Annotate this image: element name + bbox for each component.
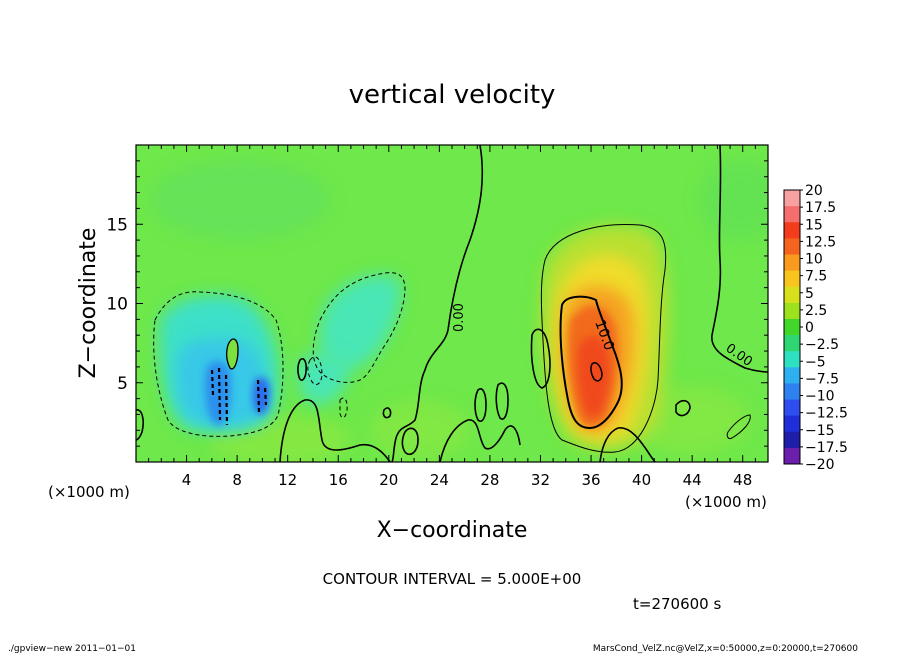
minus10-contours [210,367,268,426]
contour-label-0-left: 0.00 [452,303,467,332]
x-tick-label: 32 [531,471,550,489]
colorbar-swatch [784,254,800,271]
colorbar-label: −10 [805,389,835,405]
contour-15 [590,362,603,382]
axis-ticks [136,145,768,462]
y-tick-label: 10 [106,295,128,315]
colorbar-swatch [784,415,800,433]
x-tick-label: 48 [733,471,752,489]
colorbar-label: 5 [805,286,814,302]
colorbar-swatch [784,431,800,449]
y-tick-labels: 5 10 15 [106,215,128,394]
colorbar-swatch [784,222,800,239]
negative-contours [153,272,406,437]
zero-contours [136,145,768,462]
colorbar-swatch [784,302,800,320]
colorbar-label: 10 [805,252,823,268]
colorbar-label: −12.5 [805,406,848,422]
colorbar-swatch [784,286,800,304]
colorbar-swatch [784,335,800,352]
contour-interval-text: CONTOUR INTERVAL = 5.000E+00 [323,570,582,588]
footer-right: MarsCond_VelZ.nc@VelZ,x=0:50000,z=0:2000… [593,644,858,654]
colorbar-label: 12.5 [805,234,836,250]
x-tick-label: 28 [480,471,499,489]
colorbar-label: −17.5 [805,440,848,456]
x-tick-label: 24 [430,471,449,489]
plot-area: 0.00 10.0 0.00 [136,145,768,462]
x-tick-label: 16 [329,471,348,489]
x-unit-label: (×1000 m) [685,493,767,511]
contour-5b [726,414,751,439]
colorbar-swatch [784,383,800,400]
colorbar-label: −15 [805,423,835,439]
colorbar-swatch [784,447,800,465]
y-axis-label: Z−coordinate [76,228,101,379]
chart-title: vertical velocity [349,80,556,110]
colorbar-label: 0 [805,320,814,336]
x-tick-label: 8 [232,471,242,489]
colorbar-label: 20 [805,183,823,199]
downdraft-region [159,275,401,432]
time-label: t=270600 s [633,595,721,613]
colorbar-swatch [784,351,800,368]
x-tick-label: 4 [182,471,192,489]
colorbar-swatch [784,399,800,417]
colorbar-swatch [784,238,800,255]
colorbar-label: −7.5 [805,371,839,387]
colorbar-label: 15 [805,217,823,233]
colorbar-label: 7.5 [805,269,827,285]
x-tick-label: 44 [683,471,702,489]
plot-frame [135,144,769,463]
x-tick-label: 40 [632,471,651,489]
colorbar-label: −5 [805,354,826,370]
x-tick-labels: 4 8 12 16 20 24 28 32 36 40 44 48 [182,471,752,489]
updraft-region [541,225,669,450]
contour-10 [559,295,623,430]
x-tick-label: 12 [278,471,297,489]
y-tick-label: 5 [117,374,128,394]
colorbar-swatch [784,367,800,384]
y-unit-label: (×1000 m) [48,483,130,501]
y-tick-label: 15 [106,215,128,235]
colorbar-swatch [784,318,800,336]
colorbar-label: −2.5 [805,337,839,353]
x-tick-label: 36 [581,471,600,489]
x-axis-label: X−coordinate [377,518,528,543]
footer-left: ./gpview−new 2011−01−01 [8,644,136,654]
colorbar-label: −20 [805,457,835,473]
colorbar-swatch [784,190,800,207]
colorbar-swatch [784,270,800,288]
contour-5 [540,224,667,453]
x-tick-label: 20 [379,471,398,489]
colorbar-label: 17.5 [805,200,836,216]
colorbar-label: 2.5 [805,303,827,319]
colorbar-swatch [784,206,800,223]
small-updraft-patch [226,338,239,370]
